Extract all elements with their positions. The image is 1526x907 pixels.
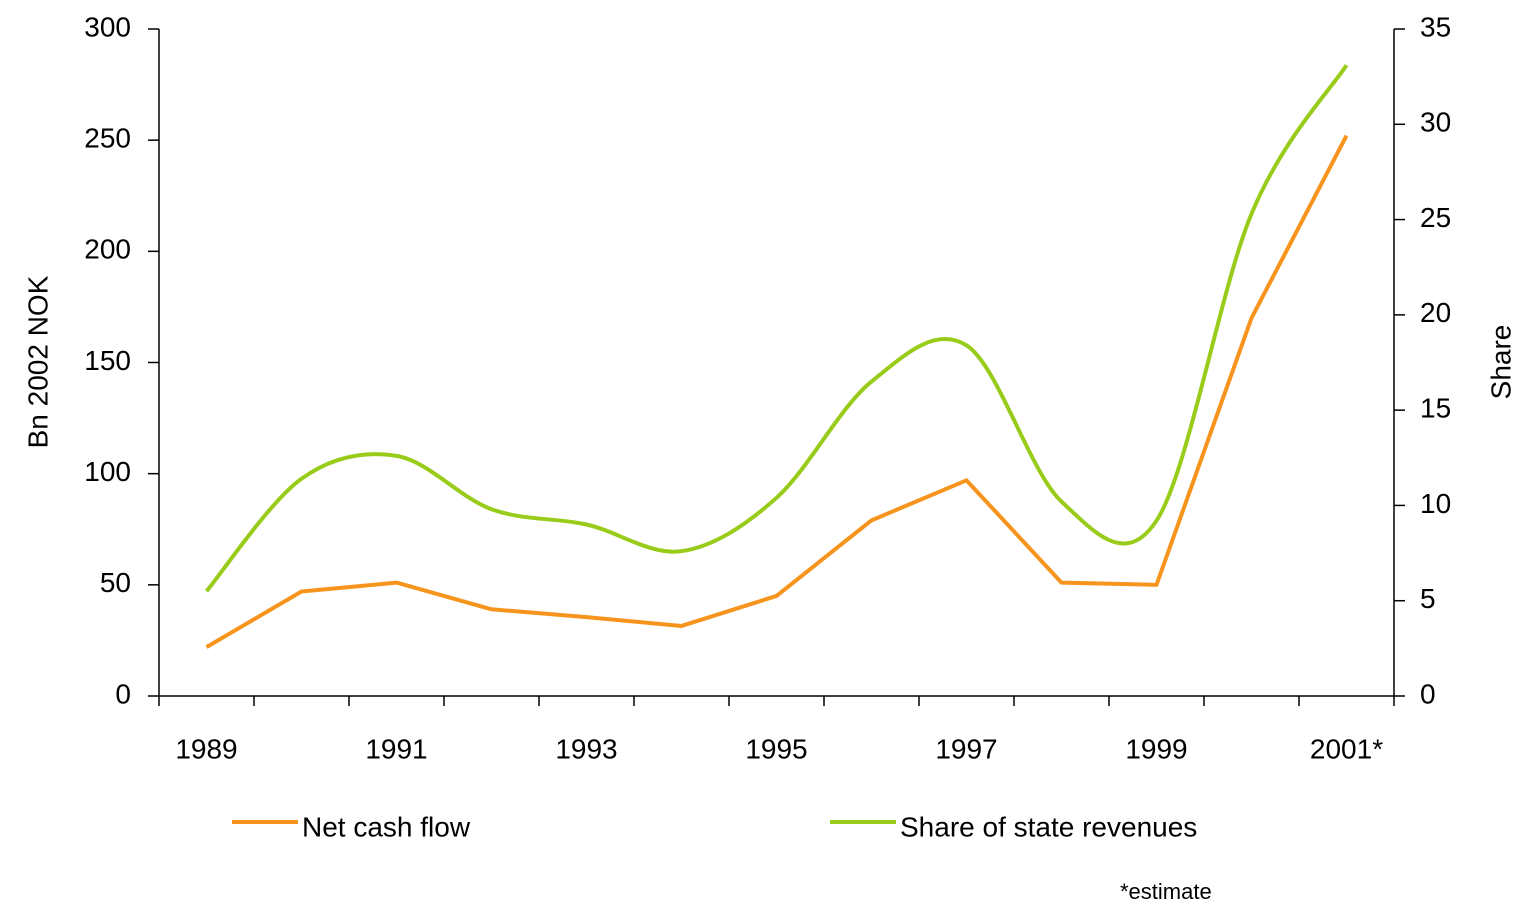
y2-tick-label: 15 (1420, 393, 1451, 424)
y-tick-label: 100 (84, 456, 131, 487)
line (205, 134, 1349, 649)
y-tick-label: 0 (115, 678, 131, 709)
x-tick-label: 1991 (365, 733, 427, 764)
y-tick-label: 200 (84, 234, 131, 265)
annotation: *estimate (1120, 879, 1212, 904)
y-tick-label: 250 (84, 123, 131, 154)
x-tick-label: 1993 (555, 733, 617, 764)
legend-label: Net cash flow (302, 811, 471, 842)
y2-tick-label: 20 (1420, 297, 1451, 328)
y2-tick-label: 5 (1420, 583, 1436, 614)
y2-tick-label: 30 (1420, 107, 1451, 138)
y-tick-label: 300 (84, 11, 131, 42)
y-tick-label: 150 (84, 345, 131, 376)
x-tick-label: 1999 (1125, 733, 1187, 764)
x-tick-label: 2001* (1310, 733, 1383, 764)
y2-tick-label: 10 (1420, 488, 1451, 519)
line (204, 64, 1349, 593)
y-axis-label: Bn 2002 NOK (22, 275, 53, 448)
x-tick-label: 1989 (175, 733, 237, 764)
y2-tick-label: 35 (1420, 11, 1451, 42)
x-tick-label: 1995 (745, 733, 807, 764)
legend-label: Share of state revenues (900, 811, 1197, 842)
y2-axis-label: Share (1485, 325, 1516, 400)
y-tick-label: 50 (100, 567, 131, 598)
y2-tick-label: 25 (1420, 202, 1451, 233)
y2-tick-label: 0 (1420, 678, 1436, 709)
x-tick-label: 1997 (935, 733, 997, 764)
